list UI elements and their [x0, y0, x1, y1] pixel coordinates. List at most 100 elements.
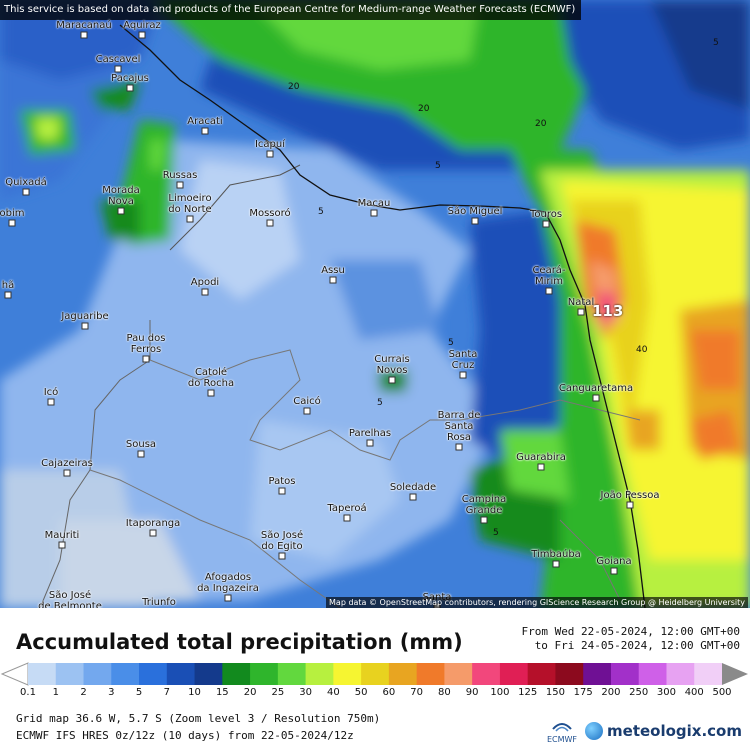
city-marker: [471, 217, 479, 225]
city-marker: [186, 215, 194, 223]
city-marker: [8, 219, 16, 227]
city-marker: [542, 220, 550, 228]
city-label: São José do Egito: [260, 530, 304, 552]
scale-tick-label: 3: [108, 687, 115, 698]
city-label: Parelhas: [348, 428, 392, 439]
city-label: Maracanaú: [56, 20, 112, 31]
scale-end-right: [722, 663, 748, 685]
city-marker: [117, 207, 125, 215]
scale-swatch: [361, 663, 390, 685]
scale-tick-label: 125: [518, 687, 538, 698]
scale-swatch: [416, 663, 445, 685]
scale-tick-label: 5: [135, 687, 143, 698]
city-label: Touros: [529, 209, 563, 220]
scale-tick-label: 60: [382, 687, 396, 698]
scale-swatch: [166, 663, 196, 685]
precipitation-map[interactable]: This service is based on data and produc…: [0, 0, 750, 608]
scale-tick-label: 400: [684, 687, 704, 698]
scale-swatch: [527, 663, 556, 685]
scale-swatch: [472, 663, 501, 685]
scale-tick-label: 7: [163, 687, 170, 698]
contour-label: 40: [636, 345, 648, 355]
scale-tick-label: 80: [438, 687, 451, 698]
city-marker: [47, 398, 55, 406]
city-label: Soledade: [389, 482, 437, 493]
grid-info: Grid map 36.6 W, 5.7 S (Zoom level 3 / R…: [16, 712, 381, 725]
city-label: Assu: [321, 265, 345, 276]
city-marker: [266, 219, 274, 227]
contour-label: 20: [535, 119, 547, 129]
map-attribution[interactable]: Map data © OpenStreetMap contributors, r…: [326, 597, 748, 608]
scale-swatch: [55, 663, 85, 685]
scale-swatch: [194, 663, 223, 685]
contour-label: 5: [377, 398, 383, 408]
city-label: Mauriti: [44, 530, 80, 541]
scale-tick-label: 50: [354, 687, 368, 698]
max-precipitation-label: 113: [592, 302, 624, 320]
city-label: Jaguaribe: [61, 311, 109, 322]
city-marker: [552, 560, 560, 568]
city-label: Apodi: [190, 277, 220, 288]
scale-swatch: [583, 663, 612, 685]
scale-tick-label: 175: [573, 687, 593, 698]
city-label: Campina Grande: [461, 494, 507, 516]
globe-icon: [585, 722, 604, 740]
city-label: Macau: [357, 198, 391, 209]
contour-label: 20: [288, 82, 300, 92]
city-marker: [592, 394, 600, 402]
color-scale: [0, 662, 748, 686]
city-marker: [388, 376, 396, 384]
city-marker: [480, 516, 488, 524]
city-label: Sousa: [125, 439, 157, 450]
city-marker: [142, 355, 150, 363]
city-label: Guarabira: [516, 452, 566, 463]
scale-tick-label: 100: [490, 687, 510, 698]
city-label: Morada Nova: [102, 185, 140, 207]
city-label: Canguaretama: [558, 383, 634, 394]
city-marker: [459, 371, 467, 379]
scale-swatch: [638, 663, 667, 685]
city-label: obim: [0, 208, 25, 219]
scale-tick-label: 30: [299, 687, 312, 698]
city-marker: [343, 514, 351, 522]
city-label: Afogados da Ingazeira: [197, 572, 259, 594]
city-label: Timbaúba: [531, 549, 581, 560]
city-label: São José de Belmonte: [38, 590, 102, 608]
city-marker: [366, 439, 374, 447]
scale-swatch: [444, 663, 473, 685]
scale-tick-label: 70: [410, 687, 423, 698]
scale-swatch: [277, 663, 307, 685]
city-marker: [303, 407, 311, 415]
city-marker: [137, 450, 145, 458]
city-marker: [149, 529, 157, 537]
scale-swatch: [555, 663, 584, 685]
city-label: Aquiraz: [123, 20, 161, 31]
scale-swatch: [333, 663, 362, 685]
city-label: Catolé do Rocha: [187, 367, 235, 389]
city-marker: [81, 322, 89, 330]
ecmwf-swirl-icon: [552, 722, 572, 732]
contour-label: 5: [435, 161, 441, 171]
city-marker: [577, 308, 585, 316]
contour-label: 5: [448, 338, 454, 348]
meteologix-logo[interactable]: meteologix.com: [585, 722, 742, 740]
logos: ECMWF meteologix.com: [547, 717, 742, 745]
scale-swatch: [666, 663, 695, 685]
scale-tick-label: 150: [545, 687, 565, 698]
city-label: Pacajus: [111, 73, 149, 84]
city-label: Barra de Santa Rosa: [437, 410, 481, 443]
city-label: Russas: [162, 170, 198, 181]
city-marker: [207, 389, 215, 397]
city-label: Santa Cruz: [448, 349, 478, 371]
legend-title: Accumulated total precipitation (mm): [16, 630, 463, 654]
city-marker: [176, 181, 184, 189]
city-label: Itaporanga: [125, 518, 181, 529]
city-marker: [278, 552, 286, 560]
scale-tick-label: 90: [465, 687, 479, 698]
scale-swatch: [28, 663, 57, 685]
city-marker: [610, 567, 618, 575]
city-label: São Miguel: [447, 206, 503, 217]
scale-swatch: [499, 663, 529, 685]
city-marker: [126, 84, 134, 92]
city-label: Taperoá: [327, 503, 367, 514]
